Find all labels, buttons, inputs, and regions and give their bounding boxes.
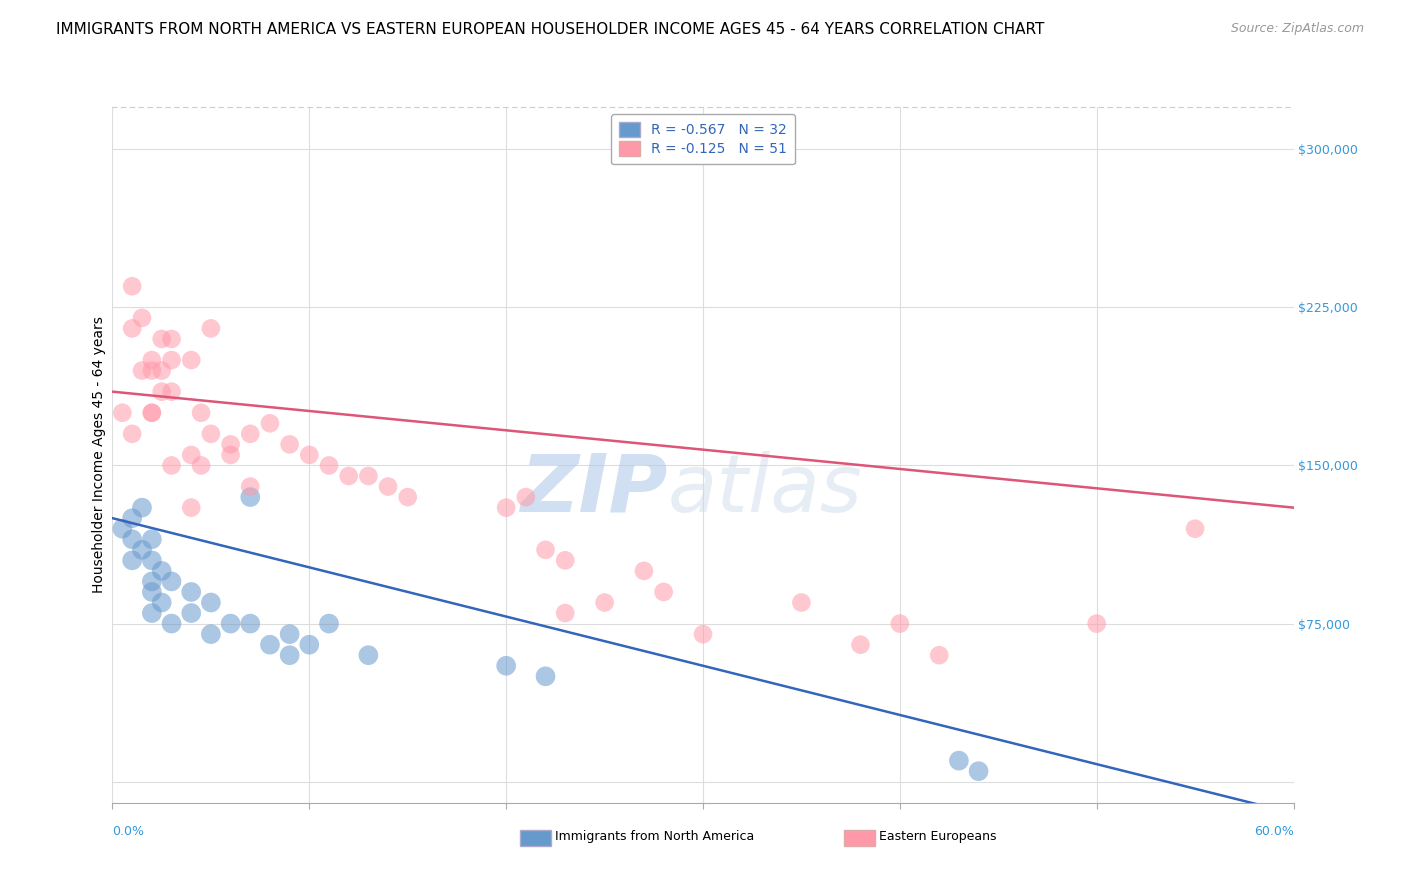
Point xyxy=(652,585,675,599)
Point xyxy=(554,553,576,567)
Point xyxy=(190,406,212,420)
Point xyxy=(150,363,173,377)
Legend: R = -0.567   N = 32, R = -0.125   N = 51: R = -0.567 N = 32, R = -0.125 N = 51 xyxy=(610,114,796,164)
Point xyxy=(131,542,153,557)
Point xyxy=(190,458,212,473)
Point xyxy=(121,426,143,441)
Text: Eastern Europeans: Eastern Europeans xyxy=(879,830,997,843)
Point xyxy=(141,353,163,368)
Point xyxy=(396,490,419,504)
Point xyxy=(160,353,183,368)
Point xyxy=(111,522,134,536)
Point xyxy=(593,595,616,609)
Point xyxy=(160,574,183,589)
Point xyxy=(180,500,202,515)
Y-axis label: Householder Income Ages 45 - 64 years: Householder Income Ages 45 - 64 years xyxy=(91,317,105,593)
Point xyxy=(948,754,970,768)
Text: 0.0%: 0.0% xyxy=(112,825,145,838)
Point xyxy=(337,469,360,483)
Point xyxy=(131,310,153,325)
Point xyxy=(121,321,143,335)
Point xyxy=(180,448,202,462)
Point xyxy=(239,426,262,441)
Point xyxy=(141,553,163,567)
Point xyxy=(298,448,321,462)
Point xyxy=(357,469,380,483)
Point xyxy=(150,564,173,578)
Point xyxy=(141,363,163,377)
Point xyxy=(150,384,173,399)
Point xyxy=(534,669,557,683)
Point xyxy=(141,574,163,589)
Point xyxy=(200,595,222,609)
Point xyxy=(377,479,399,493)
Point xyxy=(790,595,813,609)
Text: Source: ZipAtlas.com: Source: ZipAtlas.com xyxy=(1230,22,1364,36)
Point xyxy=(219,437,242,451)
Text: Immigrants from North America: Immigrants from North America xyxy=(555,830,755,843)
Point xyxy=(967,764,990,779)
Point xyxy=(889,616,911,631)
Point xyxy=(298,638,321,652)
Point xyxy=(141,406,163,420)
Point xyxy=(357,648,380,663)
Point xyxy=(200,321,222,335)
Point xyxy=(219,616,242,631)
Point xyxy=(692,627,714,641)
Point xyxy=(278,648,301,663)
Point xyxy=(278,437,301,451)
Point xyxy=(318,616,340,631)
Point xyxy=(554,606,576,620)
Point xyxy=(141,585,163,599)
Point xyxy=(121,279,143,293)
Point xyxy=(160,384,183,399)
Point xyxy=(633,564,655,578)
Text: IMMIGRANTS FROM NORTH AMERICA VS EASTERN EUROPEAN HOUSEHOLDER INCOME AGES 45 - 6: IMMIGRANTS FROM NORTH AMERICA VS EASTERN… xyxy=(56,22,1045,37)
Point xyxy=(131,500,153,515)
Point xyxy=(200,426,222,441)
Text: 60.0%: 60.0% xyxy=(1254,825,1294,838)
Point xyxy=(849,638,872,652)
Point xyxy=(1085,616,1108,631)
Point xyxy=(200,627,222,641)
Point xyxy=(141,406,163,420)
Point xyxy=(495,500,517,515)
Point xyxy=(928,648,950,663)
Point xyxy=(180,606,202,620)
Point xyxy=(239,479,262,493)
Point xyxy=(111,406,134,420)
Point xyxy=(259,417,281,431)
Point xyxy=(141,533,163,547)
Point xyxy=(160,458,183,473)
Text: atlas: atlas xyxy=(668,450,862,529)
Point xyxy=(131,363,153,377)
Point xyxy=(121,511,143,525)
Point xyxy=(515,490,537,504)
Point xyxy=(259,638,281,652)
Point xyxy=(180,353,202,368)
Point xyxy=(160,616,183,631)
Point xyxy=(150,332,173,346)
Text: ZIP: ZIP xyxy=(520,450,668,529)
Point xyxy=(318,458,340,473)
Point xyxy=(239,616,262,631)
Point xyxy=(121,553,143,567)
Point xyxy=(534,542,557,557)
Point xyxy=(180,585,202,599)
Point xyxy=(239,490,262,504)
Point xyxy=(150,595,173,609)
Point xyxy=(219,448,242,462)
Point xyxy=(495,658,517,673)
Point xyxy=(1184,522,1206,536)
Point xyxy=(141,606,163,620)
Point xyxy=(278,627,301,641)
Point xyxy=(121,533,143,547)
Point xyxy=(160,332,183,346)
